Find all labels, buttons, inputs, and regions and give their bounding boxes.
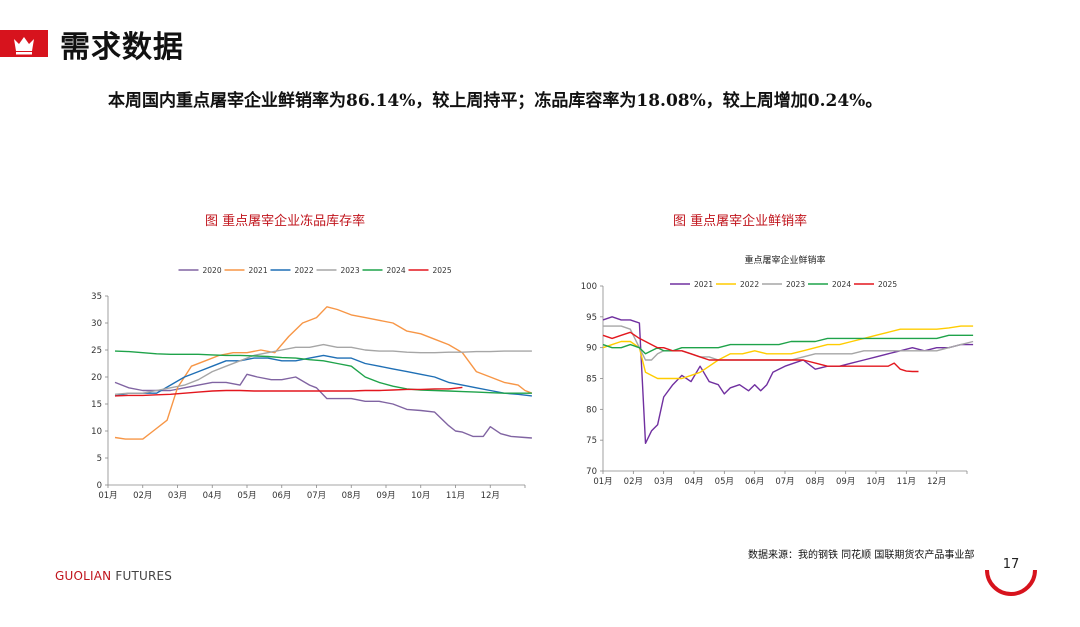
x-tick-label: 07月: [307, 491, 326, 501]
chart-title-sales: 图 重点屠宰企业鲜销率: [673, 214, 808, 229]
legend-label-2021: 2021: [694, 280, 713, 289]
x-tick-label: 11月: [897, 477, 916, 487]
x-tick-label: 04月: [684, 477, 703, 487]
page-title: 需求数据: [60, 30, 184, 65]
series-line-2024: [114, 350, 532, 394]
y-tick-label: 35: [91, 292, 102, 302]
chart-title-inventory: 图 重点屠宰企业冻品库存率: [205, 214, 366, 229]
sales-rate-chart: 重点屠宰企业鲜销率 2021 2022 2023 2024 2025 70 75 80 85 90 9…: [581, 254, 974, 487]
x-tick-label: 10月: [866, 477, 885, 487]
legend-label-2023: 2023: [341, 266, 360, 275]
series-line-2025: [602, 331, 919, 373]
crown-icon: [14, 37, 34, 55]
x-tick-label: 05月: [237, 491, 256, 501]
header-accent-bar: [0, 30, 48, 57]
x-tick-label: 01月: [98, 491, 117, 501]
legend-label-2023: 2023: [786, 280, 805, 289]
y-tick-label: 0: [97, 481, 102, 491]
legend-label-2025: 2025: [433, 266, 452, 275]
y-tick-label: 85: [586, 375, 597, 385]
legend-label-2022: 2022: [740, 280, 759, 289]
y-tick-label: 90: [586, 344, 597, 354]
x-tick-label: 04月: [203, 491, 222, 501]
series-line-2025: [114, 386, 463, 397]
x-tick-label: 05月: [715, 477, 734, 487]
x-tick-label: 10月: [411, 491, 430, 501]
x-tick-label: 07月: [775, 477, 794, 487]
x-tick-label: 06月: [272, 491, 291, 501]
x-tick-label: 08月: [342, 491, 361, 501]
x-tick-label: 06月: [745, 477, 764, 487]
legend-label-2024: 2024: [387, 266, 406, 275]
x-tick-label: 01月: [593, 477, 612, 487]
x-tick-label: 11月: [446, 491, 465, 501]
y-tick-label: 100: [581, 282, 597, 292]
chart-inner-title: 重点屠宰企业鲜销率: [744, 254, 825, 266]
series-line-2022: [114, 354, 532, 397]
series-line-2021: [602, 316, 974, 445]
x-tick-label: 12月: [481, 491, 500, 501]
y-tick-label: 15: [91, 400, 102, 410]
x-tick-label: 02月: [133, 491, 152, 501]
x-tick-label: 03月: [654, 477, 673, 487]
summary-text: 本周国内重点屠宰企业鲜销率为86.14%，较上周持平；冻品库容率为18.08%，…: [108, 91, 883, 111]
y-tick-label: 70: [586, 467, 597, 477]
y-tick-label: 5: [97, 454, 102, 464]
data-source-note: 数据来源：我的钢铁 同花顺 国联期货农产品事业部: [748, 550, 975, 561]
inventory-rate-chart: 2020 2021 2022 2023 2024 20250510152025303501…: [91, 266, 533, 501]
series-line-2021: [114, 306, 533, 440]
legend-label-2022: 2022: [295, 266, 314, 275]
series-line-2022: [602, 325, 974, 380]
y-tick-label: 25: [91, 346, 102, 356]
brand-part1: GUOLIAN: [55, 569, 112, 583]
x-tick-label: 08月: [806, 477, 825, 487]
legend-label-2025: 2025: [878, 280, 897, 289]
x-tick-label: 03月: [168, 491, 187, 501]
legend-label-2020: 2020: [203, 266, 222, 275]
y-tick-label: 75: [586, 436, 597, 446]
series-line-2023: [603, 325, 974, 361]
series-line-2020: [114, 373, 532, 439]
y-tick-label: 20: [91, 373, 102, 383]
page-number-arc: [985, 569, 1037, 596]
y-tick-label: 95: [586, 313, 597, 323]
legend-label-2024: 2024: [832, 280, 851, 289]
y-tick-label: 30: [91, 319, 102, 329]
brand-part2: FUTURES: [111, 569, 173, 583]
x-tick-label: 09月: [376, 491, 395, 501]
series-line-2024: [602, 334, 974, 355]
legend-label-2021: 2021: [249, 266, 268, 275]
y-tick-label: 80: [586, 405, 597, 415]
brand-logo-text: GUOLIAN FUTURES: [55, 569, 172, 583]
series-line-2023: [114, 343, 532, 395]
x-tick-label: 12月: [927, 477, 946, 487]
x-tick-label: 09月: [836, 477, 855, 487]
x-tick-label: 02月: [624, 477, 643, 487]
y-tick-label: 10: [91, 427, 102, 437]
page-number: 17: [1002, 557, 1020, 572]
